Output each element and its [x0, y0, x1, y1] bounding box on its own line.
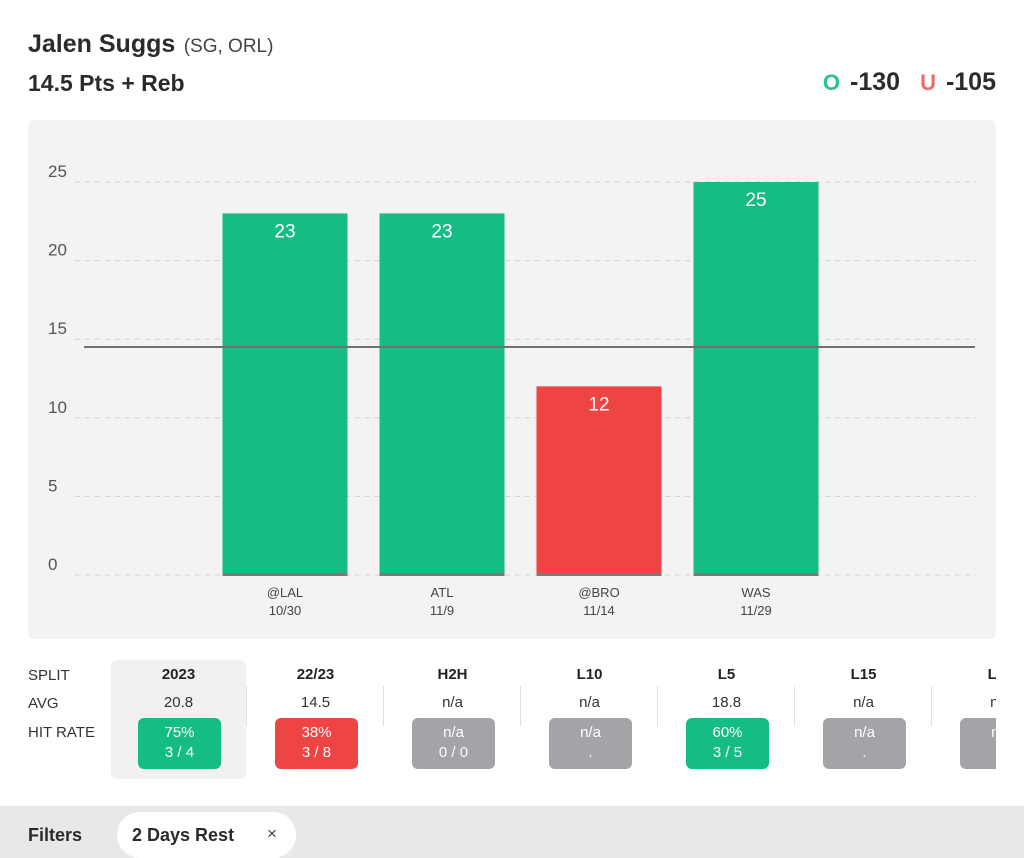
filters-bar: Filters 2 Days Rest ×: [0, 806, 1024, 858]
split-name: L30: [987, 666, 996, 683]
hit-rate-badge: n/a: [960, 718, 996, 769]
x-date-label: 11/9: [430, 603, 454, 618]
x-tick-label: WAS: [741, 585, 770, 600]
split-name: 2023: [161, 666, 196, 683]
column-divider: [931, 686, 932, 726]
split-column[interactable]: H2H n/a n/a 0 / 0: [385, 660, 521, 779]
split-column[interactable]: L5 18.8 60% 3 / 5: [659, 660, 795, 779]
close-icon[interactable]: ×: [267, 824, 277, 843]
bar: [379, 213, 505, 575]
header: Jalen Suggs (SG, ORL) 14.5 Pts + Reb O -…: [28, 30, 996, 100]
player-position: (SG, ORL): [183, 36, 274, 57]
split-name: L10: [576, 666, 603, 683]
under-letter: U: [920, 69, 936, 95]
split-column[interactable]: 2023 20.8 75% 3 / 4: [111, 660, 247, 779]
bar-baseline: [536, 573, 662, 576]
hit-rate-badge: 38% 3 / 8: [275, 718, 358, 769]
bar-value-label: 23: [274, 221, 295, 242]
column-divider: [246, 686, 247, 726]
over-letter: O: [822, 69, 841, 95]
hit-rate-badge: n/a 0 / 0: [412, 718, 495, 769]
split-avg: 18.8: [711, 694, 742, 711]
hit-rate-badge: n/a.: [823, 718, 906, 769]
y-tick-label: 20: [48, 241, 67, 260]
filter-chip-label: 2 Days Rest: [132, 825, 235, 845]
odds: O -130 U -105: [823, 68, 996, 97]
filter-chip[interactable]: 2 Days Rest ×: [117, 812, 296, 858]
hit-rate-record: 3 / 8: [301, 744, 332, 761]
bar-baseline: [222, 573, 348, 576]
filters-label: Filters: [28, 825, 83, 845]
hit-rate-percent: 38%: [301, 724, 332, 741]
under-odds[interactable]: -105: [945, 68, 996, 96]
hit-rate-record: 3 / 4: [164, 744, 195, 761]
hit-rate-percent: 75%: [164, 724, 195, 741]
bar-baseline: [693, 573, 819, 576]
split-avg: n/a: [990, 694, 996, 711]
split-avg: n/a: [579, 694, 600, 711]
hit-rate-badge: 75% 3 / 4: [138, 718, 221, 769]
split-column[interactable]: L30 n/a n/a: [933, 660, 996, 779]
hit-rate-percent: n/a: [991, 724, 996, 741]
y-tick-label: 15: [48, 319, 67, 338]
column-divider: [794, 686, 795, 726]
y-tick-label: 5: [48, 476, 57, 495]
split-name: H2H: [437, 666, 468, 683]
x-date-label: 10/30: [269, 603, 302, 618]
hit-rate-record: 3 / 5: [712, 744, 743, 761]
split-avg: 20.8: [163, 694, 194, 711]
bar-value-label: 25: [745, 190, 766, 211]
player-name: Jalen Suggs: [28, 30, 176, 58]
splits-table: SPLIT AVG HIT RATE 2023 20.8 75% 3 / 4 22/23…: [28, 660, 996, 780]
split-avg: n/a: [442, 694, 463, 711]
hit-rate-label: HIT RATE: [28, 724, 95, 741]
column-divider: [383, 686, 384, 726]
hit-rate-percent: n/a: [443, 724, 464, 741]
x-tick-label: @BRO: [578, 585, 619, 600]
bar: [693, 182, 819, 575]
split-name: L5: [717, 666, 736, 683]
split-column[interactable]: L15 n/a n/a.: [796, 660, 932, 779]
x-tick-label: @LAL: [267, 585, 303, 600]
column-divider: [520, 686, 521, 726]
bar-chart: 0 5 10 15 20 25 23 @LAL 10/30 23 ATL 11/9 12 @BRO 11/1…: [48, 162, 976, 618]
y-tick-label: 25: [48, 162, 67, 181]
player-line: Jalen Suggs (SG, ORL): [28, 30, 273, 59]
bar-value-label: 12: [588, 394, 609, 415]
x-date-label: 11/29: [740, 603, 772, 618]
x-tick-label: ATL: [431, 585, 454, 600]
split-avg: 14.5: [300, 694, 331, 711]
split-avg: n/a: [853, 694, 874, 711]
over-odds[interactable]: -130: [850, 68, 901, 96]
y-tick-label: 10: [48, 398, 67, 417]
y-tick-label: 0: [48, 555, 57, 574]
hit-rate-percent: n/a: [580, 724, 601, 741]
hit-rate-record: .: [588, 744, 593, 761]
split-column[interactable]: L10 n/a n/a.: [522, 660, 658, 779]
prop-title: 14.5 Pts + Reb: [28, 70, 185, 96]
x-date-label: 11/14: [583, 603, 615, 618]
split-name: 22/23: [296, 666, 335, 683]
hit-rate-percent: 60%: [712, 724, 743, 741]
avg-label: AVG: [28, 695, 59, 712]
hit-rate-badge: 60% 3 / 5: [686, 718, 769, 769]
bar-value-label: 23: [431, 221, 452, 242]
split-column[interactable]: 22/23 14.5 38% 3 / 8: [248, 660, 384, 779]
split-label: SPLIT: [28, 667, 70, 684]
hit-rate-record: .: [862, 744, 867, 761]
bar: [222, 213, 348, 575]
split-name: L15: [850, 666, 877, 683]
bar-baseline: [379, 573, 505, 576]
bar: [536, 386, 662, 575]
hit-rate-badge: n/a.: [549, 718, 632, 769]
hit-rate-record: 0 / 0: [438, 744, 469, 761]
chart-panel: 0 5 10 15 20 25 23 @LAL 10/30 23 ATL 11/9 12 @BRO 11/1…: [28, 120, 996, 639]
hit-rate-percent: n/a: [854, 724, 875, 741]
column-divider: [657, 686, 658, 726]
